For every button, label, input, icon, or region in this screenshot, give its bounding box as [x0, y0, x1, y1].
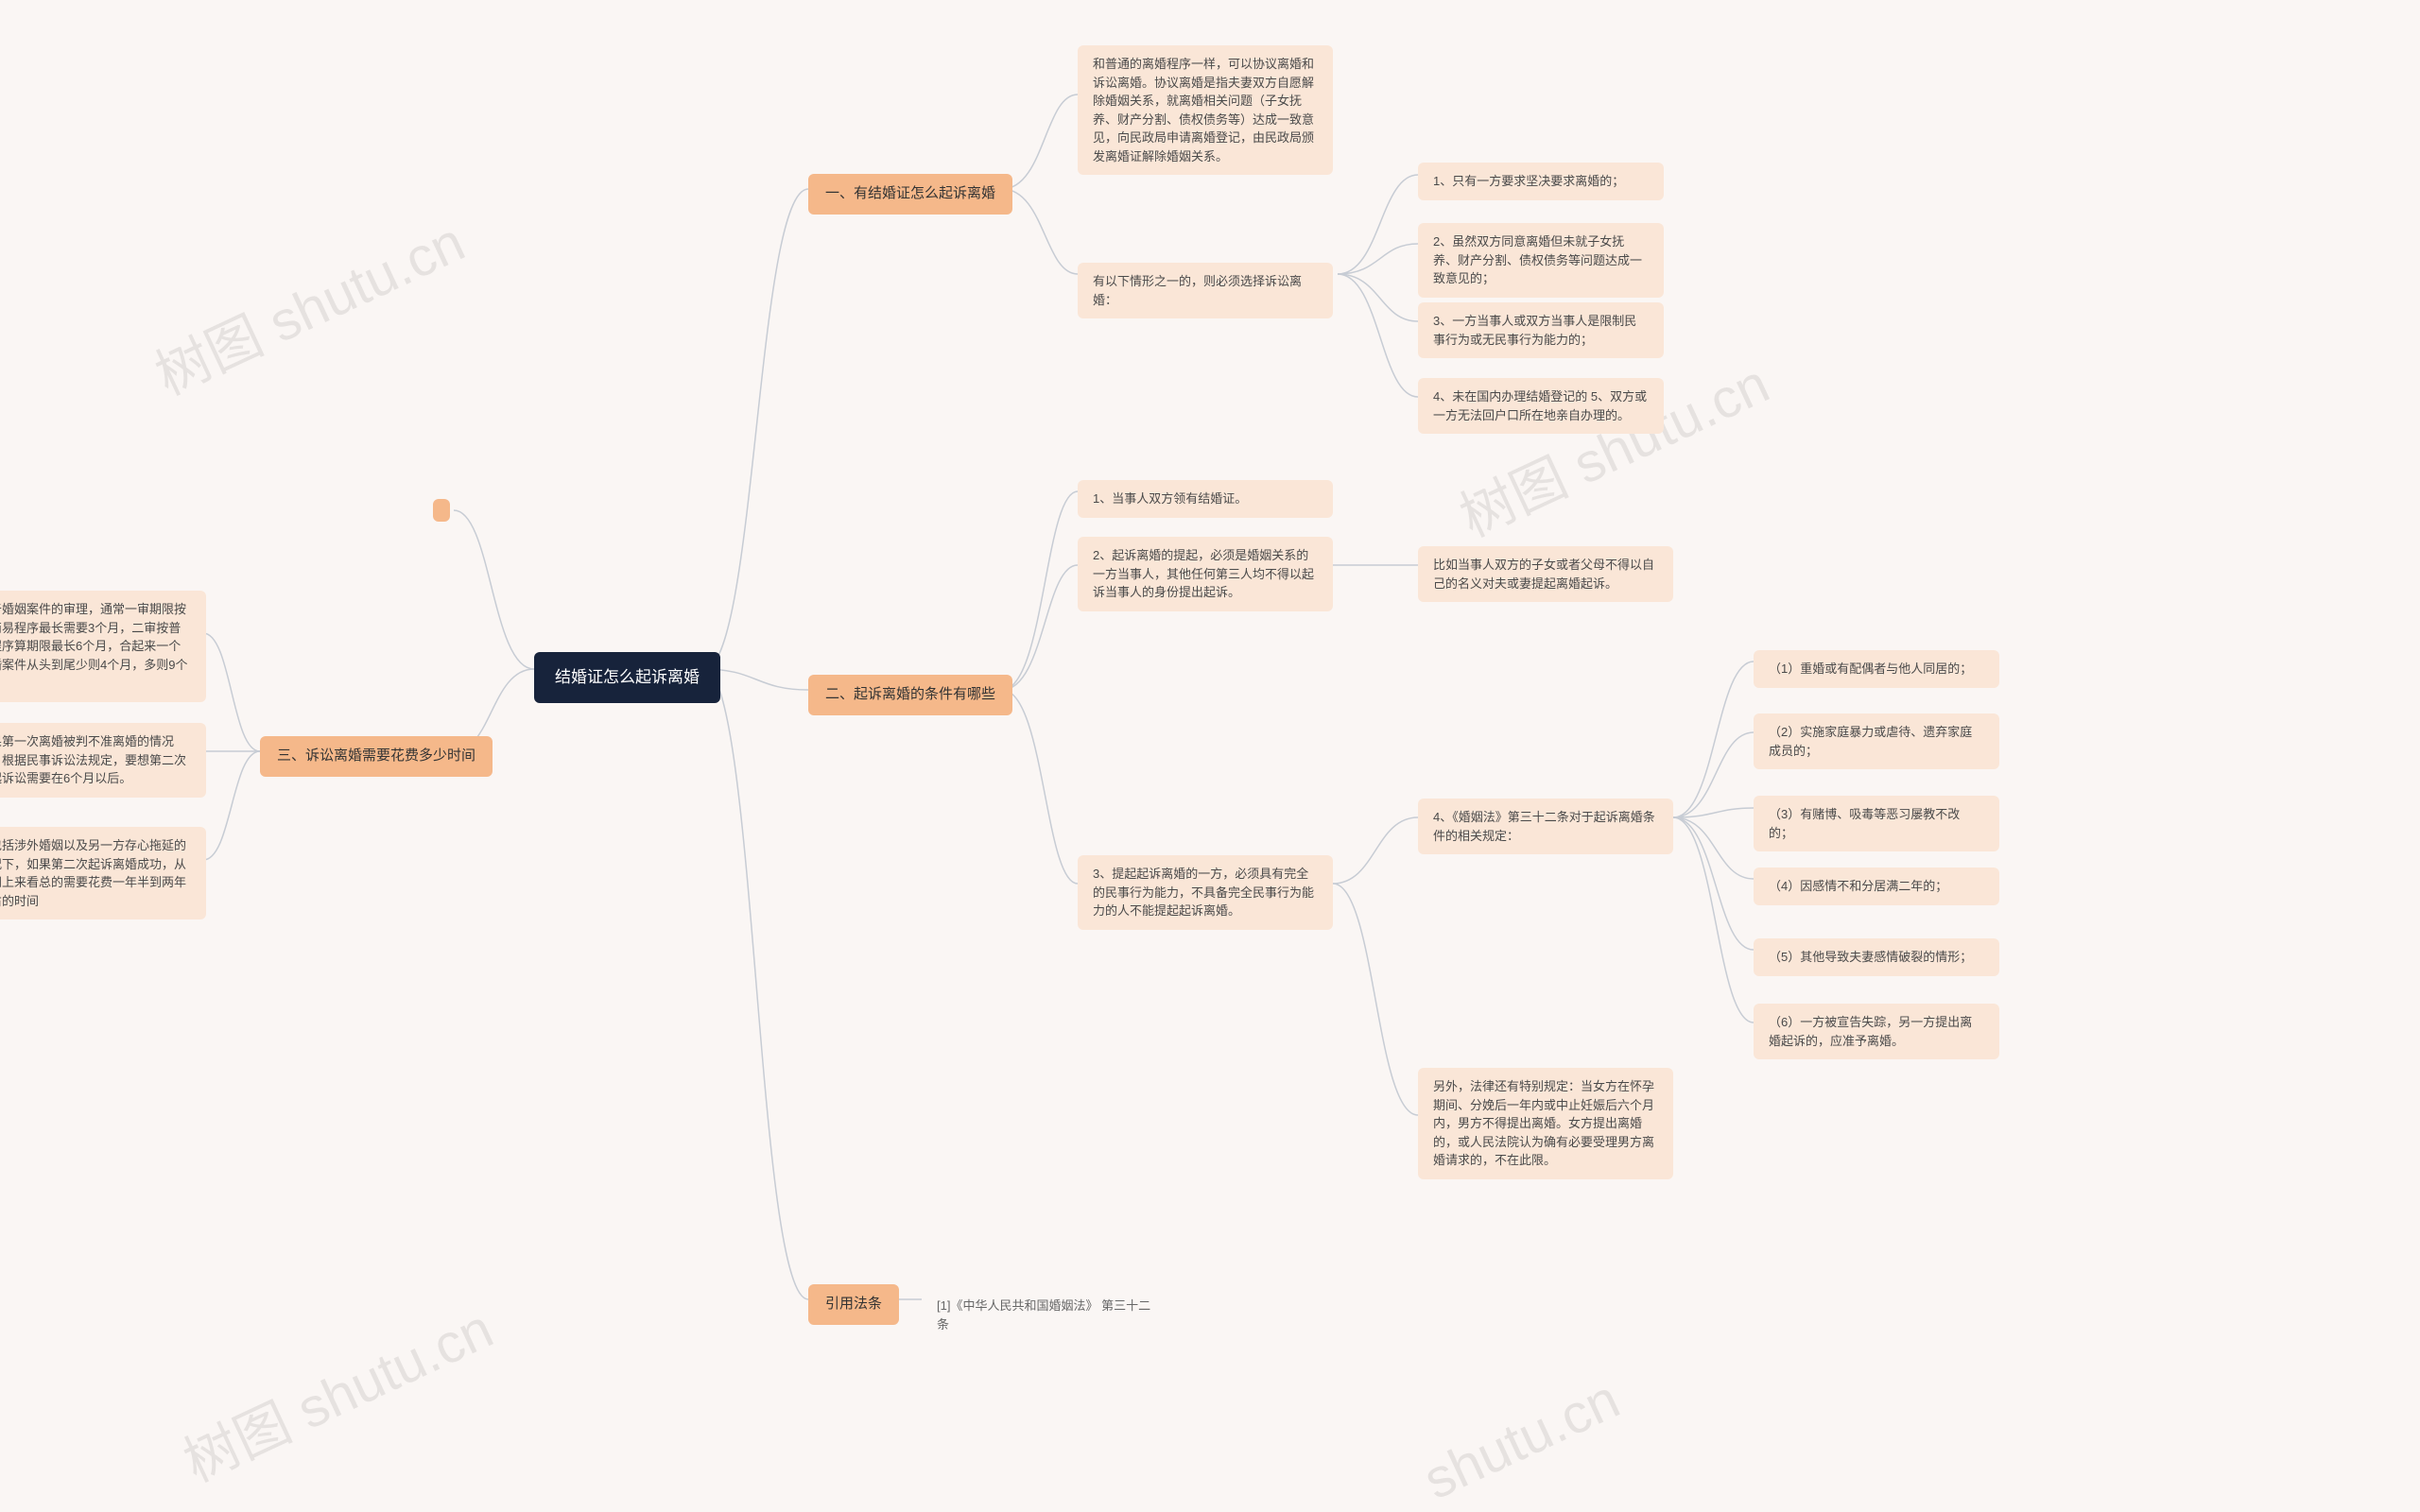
- stub-node[interactable]: [433, 499, 450, 522]
- connector-layer: [0, 0, 2420, 1432]
- leaf-b3-2[interactable]: 如果第一次离婚被判不准离婚的情况下，根据民事诉讼法规定，要想第二次提起诉讼需要在…: [0, 723, 206, 798]
- leaf-b2-3-1-3[interactable]: （3）有赌博、吸毒等恶习屡教不改的；: [1754, 796, 1999, 851]
- leaf-b2-1[interactable]: 1、当事人双方领有结婚证。: [1078, 480, 1333, 518]
- branch-2[interactable]: 二、起诉离婚的条件有哪些: [808, 675, 1012, 715]
- leaf-b4-1[interactable]: [1]《中华人民共和国婚姻法》 第三十二条: [922, 1287, 1177, 1343]
- leaf-b1-2[interactable]: 有以下情形之一的，则必须选择诉讼离婚：: [1078, 263, 1333, 318]
- branch-1[interactable]: 一、有结婚证怎么起诉离婚: [808, 174, 1012, 215]
- leaf-b2-2[interactable]: 2、起诉离婚的提起，必须是婚姻关系的一方当事人，其他任何第三人均不得以起诉当事人…: [1078, 537, 1333, 611]
- leaf-b3-1[interactable]: 对于婚姻案件的审理，通常一审期限按照简易程序最长需要3个月，二审按普通程序算期限…: [0, 591, 206, 702]
- leaf-b2-3[interactable]: 3、提起起诉离婚的一方，必须具有完全的民事行为能力，不具备完全民事行为能力的人不…: [1078, 855, 1333, 930]
- leaf-b2-3-2[interactable]: 另外，法律还有特别规定：当女方在怀孕期间、分娩后一年内或中止妊娠后六个月内，男方…: [1418, 1068, 1673, 1179]
- branch-4[interactable]: 引用法条: [808, 1284, 899, 1325]
- leaf-b1-2-4[interactable]: 4、未在国内办理结婚登记的 5、双方或一方无法回户口所在地亲自办理的。: [1418, 378, 1664, 434]
- watermark: shutu.cn: [1414, 1367, 1629, 1512]
- leaf-b2-3-1-4[interactable]: （4）因感情不和分居满二年的；: [1754, 868, 1999, 905]
- watermark: 树图 shutu.cn: [169, 1285, 504, 1498]
- leaf-b1-1[interactable]: 和普通的离婚程序一样，可以协议离婚和诉讼离婚。协议离婚是指夫妻双方自愿解除婚姻关…: [1078, 45, 1333, 175]
- watermark: 树图 shutu.cn: [1445, 340, 1780, 553]
- leaf-b2-2-1[interactable]: 比如当事人双方的子女或者父母不得以自己的名义对夫或妻提起离婚起诉。: [1418, 546, 1673, 602]
- leaf-b3-3[interactable]: 不包括涉外婚姻以及另一方存心拖延的情况下，如果第二次起诉离婚成功，从时间上来看总…: [0, 827, 206, 919]
- watermark: 树图 shutu.cn: [141, 198, 475, 411]
- leaf-b2-3-1-5[interactable]: （5）其他导致夫妻感情破裂的情形；: [1754, 938, 1999, 976]
- leaf-b2-3-1-6[interactable]: （6）一方被宣告失踪，另一方提出离婚起诉的，应准予离婚。: [1754, 1004, 1999, 1059]
- leaf-b2-3-1[interactable]: 4、《婚姻法》第三十二条对于起诉离婚条件的相关规定：: [1418, 799, 1673, 854]
- leaf-b1-2-2[interactable]: 2、虽然双方同意离婚但未就子女抚养、财产分割、债权债务等问题达成一致意见的；: [1418, 223, 1664, 298]
- leaf-b1-2-1[interactable]: 1、只有一方要求坚决要求离婚的；: [1418, 163, 1664, 200]
- leaf-b1-2-3[interactable]: 3、一方当事人或双方当事人是限制民事行为或无民事行为能力的；: [1418, 302, 1664, 358]
- branch-3[interactable]: 三、诉讼离婚需要花费多少时间: [260, 736, 493, 777]
- root-node[interactable]: 结婚证怎么起诉离婚: [534, 652, 720, 703]
- leaf-b2-3-1-2[interactable]: （2）实施家庭暴力或虐待、遗弃家庭成员的；: [1754, 713, 1999, 769]
- leaf-b2-3-1-1[interactable]: （1）重婚或有配偶者与他人同居的；: [1754, 650, 1999, 688]
